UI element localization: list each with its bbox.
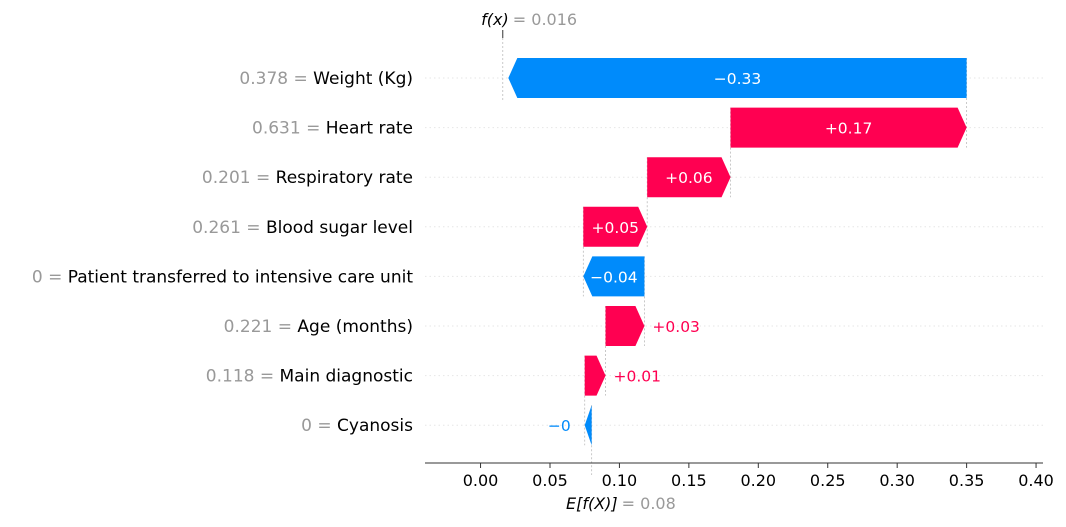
bar-value-label: +0.01 [614, 368, 662, 386]
feature-label: 0.118 = Main diagnostic [206, 367, 413, 387]
x-tick-label: 0.40 [1018, 471, 1054, 490]
bar-positive [647, 157, 731, 198]
x-tick-label: 0.05 [532, 471, 568, 490]
bar-negative [584, 405, 592, 446]
feature-name: Heart rate [326, 119, 413, 139]
bar-value-label: +0.06 [665, 169, 713, 187]
feature-name: Weight (Kg) [313, 69, 413, 89]
feature-label: 0 = Patient transferred to intensive car… [32, 267, 413, 287]
x-tick-label: 0.30 [879, 471, 915, 490]
x-tick-label: 0.10 [602, 471, 638, 490]
feature-value: 0 = [301, 416, 337, 436]
feature-name: Blood sugar level [266, 218, 413, 238]
bar-value-label: −0.04 [590, 268, 638, 286]
base-value-label: E[f(X)] = 0.08 [566, 494, 676, 513]
feature-label: 0 = Cyanosis [301, 416, 413, 436]
x-tick-label: 0.00 [463, 471, 499, 490]
feature-value: 0.261 = [192, 218, 266, 238]
final-value-label: f(x) = 0.016 [481, 10, 577, 29]
final-value-prefix: f(x) [481, 10, 509, 29]
feature-value: 0.201 = [202, 168, 276, 188]
bar-positive [730, 107, 967, 148]
x-tick-label: 0.35 [949, 471, 985, 490]
x-tick-label: 0.25 [810, 471, 846, 490]
bar-value-label: +0.17 [825, 120, 873, 138]
bar-layer [508, 58, 967, 446]
bar-negative [508, 58, 967, 98]
feature-value: 0.221 = [224, 317, 298, 337]
bar-value-label: −0.33 [714, 70, 762, 88]
feature-name: Cyanosis [337, 416, 413, 436]
bar-negative [583, 256, 645, 297]
base-value-number: = 0.08 [622, 494, 676, 513]
x-axis: 0.00 0.05 0.10 0.15 0.20 0.25 0.30 0.35 0.40 [425, 462, 1054, 490]
label-layer: −0.33 0.378 = Weight (Kg) +0.17 0.631 = Hea… [32, 69, 872, 436]
base-value-prefix: E[f(X)] [566, 494, 618, 513]
bar-value-label: −0 [548, 417, 571, 435]
bar-value-label: +0.03 [652, 318, 700, 336]
bar-positive [583, 206, 648, 247]
feature-name: Age (months) [297, 317, 413, 337]
final-value-number: = 0.016 [513, 10, 577, 29]
feature-value: 0.118 = [206, 367, 280, 387]
feature-name: Respiratory rate [276, 168, 413, 188]
feature-label: 0.221 = Age (months) [224, 317, 413, 337]
guide-layer [502, 30, 968, 475]
feature-label: 0.261 = Blood sugar level [192, 218, 413, 238]
feature-value: 0.378 = [239, 69, 313, 89]
bar-positive [605, 306, 645, 346]
feature-label: 0.631 = Heart rate [252, 119, 413, 139]
feature-name: Patient transferred to intensive care un… [68, 267, 414, 287]
feature-name: Main diagnostic [280, 367, 413, 387]
bar-value-label: +0.05 [592, 219, 640, 237]
x-tick-label: 0.15 [671, 471, 707, 490]
feature-label: 0.201 = Respiratory rate [202, 168, 413, 188]
feature-value: 0 = [32, 267, 68, 287]
x-tick-label: 0.20 [740, 471, 776, 490]
bar-positive [584, 355, 606, 396]
feature-label: 0.378 = Weight (Kg) [239, 69, 413, 89]
feature-value: 0.631 = [252, 119, 326, 139]
